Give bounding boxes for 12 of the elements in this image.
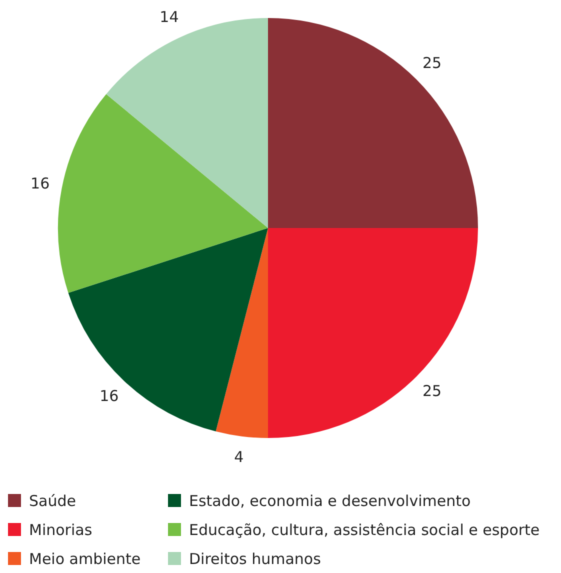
legend-label: Direitos humanos bbox=[189, 550, 321, 568]
data-label: 16 bbox=[30, 174, 50, 192]
data-label: 25 bbox=[422, 382, 442, 400]
data-label: 25 bbox=[422, 54, 442, 72]
data-label: 16 bbox=[100, 387, 119, 406]
legend-label: Saúde bbox=[29, 492, 76, 510]
legend-label: Estado, economia e desenvolvimento bbox=[189, 492, 471, 510]
legend-label: Educação, cultura, assistência social e esporte bbox=[189, 520, 540, 538]
data-label: 14 bbox=[160, 8, 179, 26]
legend-label: Minorias bbox=[29, 520, 92, 538]
legend-label: Meio ambiente bbox=[29, 550, 141, 568]
data-label: 4 bbox=[234, 448, 244, 466]
